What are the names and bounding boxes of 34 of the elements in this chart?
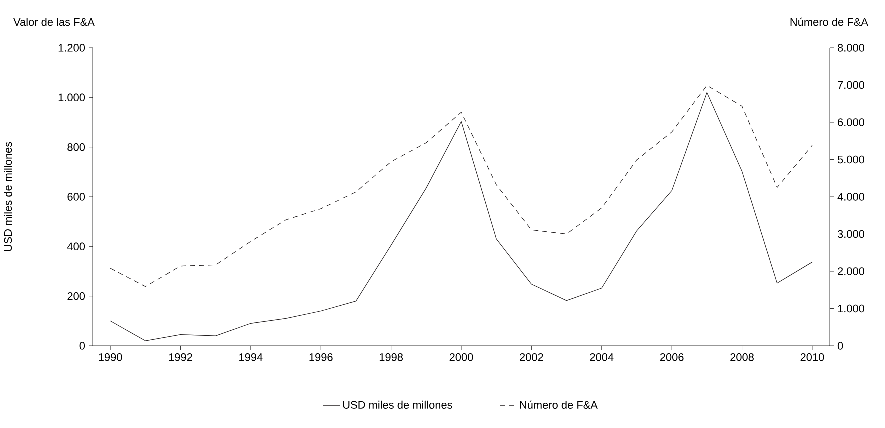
x-tick-label: 2008 [730,354,754,362]
text: Valor de las F&A [14,18,95,26]
x-tick-label: 1996 [310,354,333,362]
x-tick-label: 1992 [169,354,192,362]
y2-tick-label: 1.000 [838,304,864,313]
x-tick-label: 2010 [800,354,824,362]
y2-tick-label: 7.000 [838,81,864,90]
y-tick-label: 1.200 [58,44,86,52]
y2-tick-label: 8.000 [838,44,864,52]
x-tick-label: 1990 [99,354,122,362]
x-tick-label: 2006 [660,354,684,362]
x-tick-label: 2004 [590,354,614,362]
y-tick-label: 800 [68,143,86,152]
line-series [110,92,813,342]
y-tick-label: 400 [67,242,86,251]
y2-tick-label: 6.000 [838,118,864,126]
legend-label: USD miles de millones [343,400,452,409]
y-tick-label: 1.000 [58,94,86,102]
x-tick-label: 1998 [380,354,404,362]
y-tick-label: 0 [80,342,86,350]
y2-tick-label: 5.000 [838,156,864,164]
y-tick-label: 600 [68,193,86,201]
x-tick-label: 1994 [240,354,263,362]
legend-label: Número de F&A [520,400,598,410]
y2-tick-label: 3.000 [838,230,864,238]
y2-tick-label: 0 [838,342,844,350]
y2-axis-title: Número de F&A [790,18,868,26]
line-series [110,85,813,288]
x-tick-label: 2000 [450,354,474,362]
y2-tick-label: 4.000 [838,193,864,201]
y-axis-title: USD miles de millones [4,142,12,252]
y2-tick-label: 2.000 [838,268,864,276]
x-tick-label: 2002 [520,354,544,362]
y-tick-label: 200 [68,292,86,300]
